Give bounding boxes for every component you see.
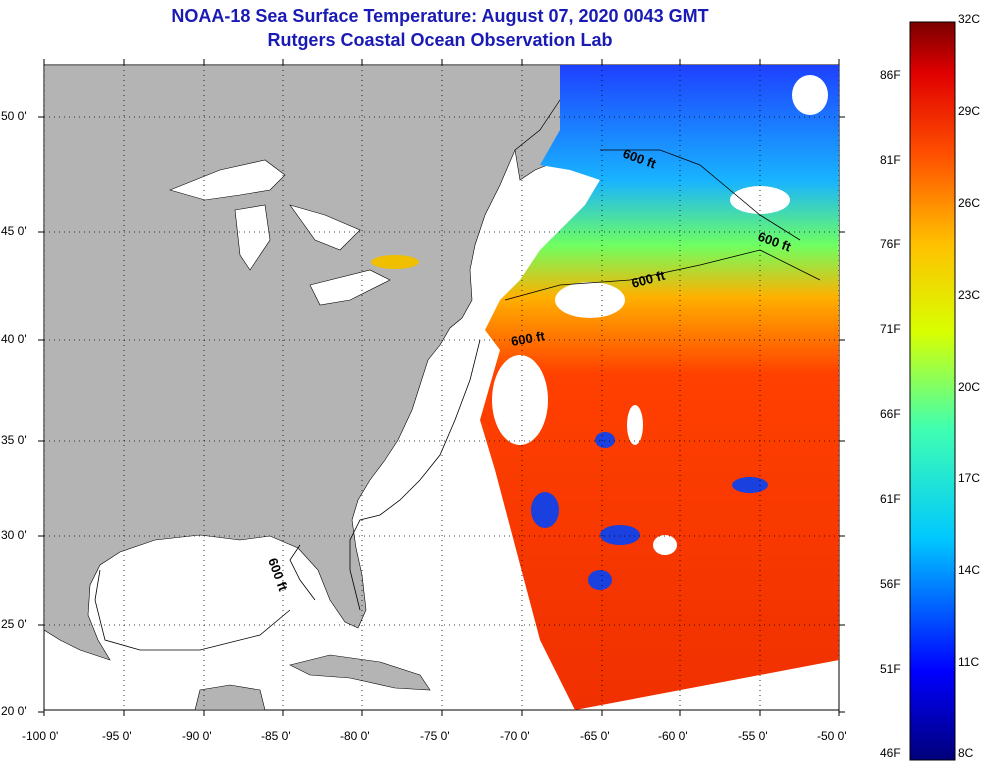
latitude-label: 45 0' — [1, 224, 27, 238]
longitude-label: -60 0' — [658, 729, 688, 743]
longitude-label: -100 0' — [22, 729, 59, 743]
land-cuba — [289, 654, 431, 691]
colorbar-fahrenheit-label: 51F — [880, 662, 901, 676]
latitude-label: 30 0' — [1, 528, 27, 542]
land-north-america — [44, 65, 581, 661]
latitude-label: 40 0' — [1, 332, 27, 346]
longitude-label: -65 0' — [580, 729, 610, 743]
colorbar-celsius-label: 14C — [958, 563, 981, 577]
contour-label-ne: 600 ft — [510, 328, 547, 349]
colorbar-fahrenheit-label: 56F — [880, 577, 901, 591]
colorbar-fahrenheit-label: 71F — [880, 322, 901, 336]
colorbar — [909, 21, 956, 761]
longitude-label: -95 0' — [102, 729, 132, 743]
land-yucatan — [194, 684, 266, 710]
shelf-contours — [94, 149, 821, 651]
colorbar-fahrenheit-label: 46F — [880, 746, 901, 760]
map-subtitle: Rutgers Coastal Ocean Observation Lab — [267, 30, 613, 50]
lake-sst — [371, 255, 419, 269]
colorbar-fahrenheit-label: 76F — [880, 237, 901, 251]
great-lakes — [169, 159, 391, 306]
latitude-label: 35 0' — [1, 433, 27, 447]
longitude-label: -90 0' — [182, 729, 212, 743]
longitude-label: -80 0' — [340, 729, 370, 743]
longitude-label: -70 0' — [500, 729, 530, 743]
colorbar-fahrenheit-label: 61F — [880, 492, 901, 506]
latitude-label: 20 0' — [1, 704, 27, 718]
colorbar-fahrenheit-label: 86F — [880, 68, 901, 82]
map-title: NOAA-18 Sea Surface Temperature: August … — [171, 6, 709, 26]
colorbar-celsius-label: 23C — [958, 288, 981, 302]
longitude-label: -50 0' — [817, 729, 847, 743]
colorbar-fahrenheit-label: 66F — [880, 407, 901, 421]
colorbar-celsius-label: 32C — [958, 12, 981, 26]
longitude-label: -85 0' — [261, 729, 291, 743]
colorbar-fahrenheit-label: 81F — [880, 153, 901, 167]
colorbar-celsius-label: 26C — [958, 196, 981, 210]
longitude-label: -75 0' — [420, 729, 450, 743]
colorbar-celsius-label: 29C — [958, 104, 981, 118]
colorbar-celsius-label: 17C — [958, 471, 981, 485]
colorbar-celsius-label: 20C — [958, 380, 981, 394]
sst-field — [480, 65, 839, 710]
colorbar-celsius-label: 11C — [958, 655, 980, 669]
latitude-label: 50 0' — [1, 109, 27, 123]
colorbar-celsius-label: 8C — [958, 746, 974, 760]
longitude-label: -55 0' — [738, 729, 768, 743]
sst-cold-patches — [531, 432, 768, 590]
axis-ticks — [38, 59, 845, 716]
latitude-label: 25 0' — [1, 617, 27, 631]
cloud-patches — [492, 75, 828, 555]
